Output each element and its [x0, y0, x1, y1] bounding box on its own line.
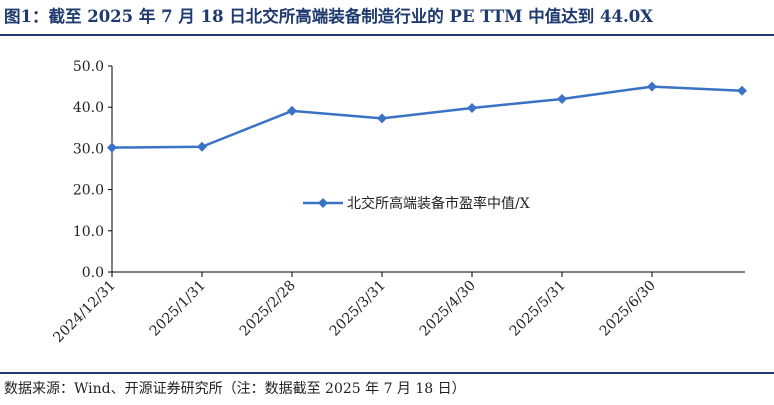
- data-point-marker: [377, 113, 387, 124]
- source-note: 数据来源：Wind、开源证券研究所（注：数据截至 2025 年 7 月 18 日…: [4, 381, 466, 397]
- x-tick-label: 2025/5/31: [507, 278, 569, 340]
- data-point-marker: [737, 85, 747, 96]
- x-tick-label: 2025/1/31: [147, 278, 209, 340]
- x-tick-label: 2025/2/28: [237, 278, 299, 340]
- y-tick-label: 40.0: [73, 100, 104, 116]
- x-tick-label: 2025/4/30: [417, 278, 479, 340]
- source-divider: [0, 372, 774, 374]
- y-tick-label: 10.0: [73, 224, 104, 240]
- y-tick-label: 20.0: [73, 183, 104, 199]
- legend-label: 北交所高端装备市盈率中值/X: [347, 195, 530, 212]
- y-tick-label: 0.0: [82, 265, 104, 281]
- data-point-marker: [557, 93, 567, 104]
- chart-series: [107, 81, 747, 153]
- data-point-marker: [647, 81, 657, 92]
- series-line: [111, 85, 743, 149]
- data-point-marker: [287, 105, 297, 116]
- legend-marker: [318, 198, 328, 208]
- y-tick-label: 50.0: [73, 59, 104, 75]
- data-point-marker: [107, 142, 117, 153]
- x-tick-label: 2024/12/31: [50, 278, 118, 346]
- data-point-marker: [467, 103, 477, 114]
- x-tick-label: 2025/3/31: [327, 278, 389, 340]
- x-tick-label: 2025/6/30: [597, 278, 659, 340]
- chart-legend: 北交所高端装备市盈率中值/X: [303, 195, 530, 212]
- figure-title: 图1：截至 2025 年 7 月 18 日北交所高端装备制造行业的 PE TTM…: [4, 7, 653, 26]
- title-divider: [0, 34, 774, 36]
- data-point-marker: [197, 141, 207, 152]
- y-tick-label: 30.0: [73, 141, 104, 157]
